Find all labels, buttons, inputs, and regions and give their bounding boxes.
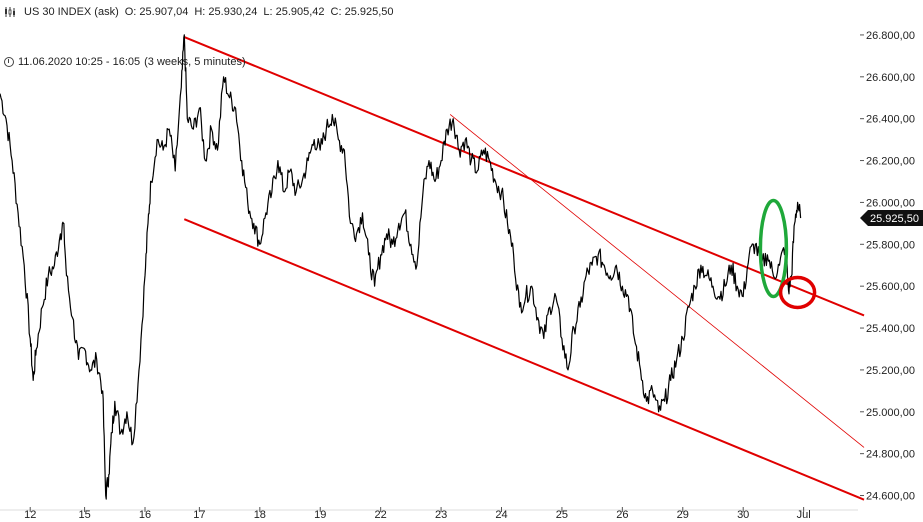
y-tick-label: 25.000,00	[866, 407, 915, 419]
ohlc-low: L: 25.905,42	[263, 6, 325, 18]
ohlc-close: C: 25.925,50	[330, 6, 394, 18]
x-tick-label: 18	[254, 509, 266, 521]
instrument-name: US 30 INDEX (ask)	[24, 6, 119, 18]
red-circle-marker	[778, 275, 817, 310]
x-tick-label: 25	[556, 509, 568, 521]
x-tick-label: 30	[737, 509, 749, 521]
y-tick-label: 26.400,00	[866, 114, 915, 126]
y-tick-label: 26.200,00	[866, 156, 915, 168]
ohlc-high: H: 25.930,24	[194, 6, 258, 18]
y-tick-label: 25.400,00	[866, 323, 915, 335]
y-tick-label: 24.600,00	[866, 491, 915, 503]
y-axis: 24.600,00 24.800,00 25.000,00 25.200,00 25.4…	[860, 30, 915, 503]
channel-lower-line	[183, 218, 865, 501]
x-axis: 12 15 16 17 18 19 22 23 24 25 26 29 30 Jul	[0, 507, 858, 521]
date-range: 11.06.2020 10:25 - 16:05	[18, 56, 141, 68]
chart-header: US 30 INDEX (ask) O: 25.907,04 H: 25.930…	[4, 6, 394, 18]
x-tick-label: 19	[314, 509, 326, 521]
period-label: (3 weeks, 5 minutes)	[144, 56, 246, 68]
y-tick-label: 25.800,00	[866, 239, 915, 251]
y-tick-label: 26.000,00	[866, 197, 915, 209]
x-tick-label: 24	[495, 509, 507, 521]
last-price-badge-shape	[860, 210, 923, 227]
last-price-label: 25.925,50	[870, 213, 919, 225]
x-tick-label: 12	[24, 509, 36, 521]
annotation-markers	[758, 198, 817, 310]
x-tick-label: 17	[193, 509, 205, 521]
trend-channel	[183, 36, 865, 501]
y-tick-label: 25.600,00	[866, 281, 915, 293]
y-tick-label: 26.800,00	[866, 30, 915, 42]
green-ellipse-marker	[758, 198, 789, 299]
x-tick-label: Jul	[797, 509, 811, 521]
clock-icon	[4, 57, 14, 67]
x-tick-label: 22	[375, 509, 387, 521]
y-tick-label: 25.200,00	[866, 365, 915, 377]
x-tick-label: 29	[677, 509, 689, 521]
y-tick-label: 24.800,00	[866, 449, 915, 461]
x-tick-label: 23	[435, 509, 447, 521]
ohlc-open: O: 25.907,04	[124, 6, 189, 18]
candles-icon[interactable]	[4, 6, 18, 18]
price-series-line	[0, 34, 802, 500]
x-tick-label: 15	[78, 509, 90, 521]
y-tick-label: 26.600,00	[866, 72, 915, 84]
last-price-badge: 25.925,50	[860, 210, 923, 227]
channel-upper-line	[183, 36, 865, 317]
x-tick-label: 16	[139, 509, 151, 521]
x-tick-label: 26	[616, 509, 628, 521]
thin-trend-line	[449, 114, 865, 448]
chart-range-info: 11.06.2020 10:25 - 16:05 (3 weeks, 5 min…	[4, 56, 246, 68]
